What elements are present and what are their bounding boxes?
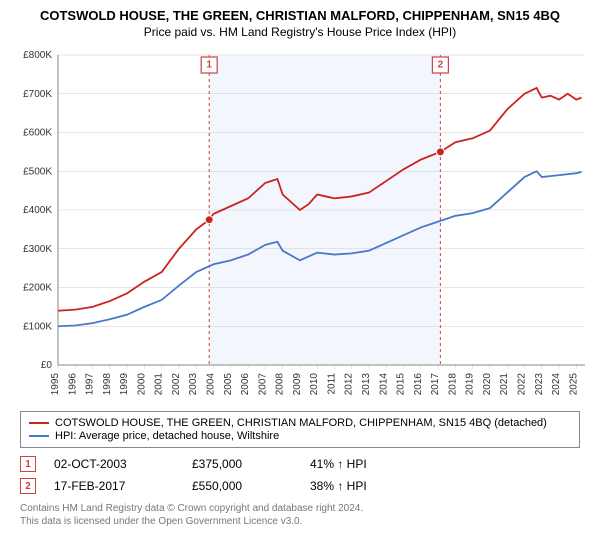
legend-item: HPI: Average price, detached house, Wilt…: [29, 430, 571, 442]
x-tick-label: 2019: [465, 373, 476, 396]
y-tick-label: £600K: [23, 128, 52, 139]
x-tick-label: 2011: [326, 373, 337, 395]
x-tick-label: 2001: [154, 373, 165, 396]
sale-point: [436, 148, 444, 156]
x-tick-label: 2000: [136, 373, 147, 396]
x-tick-label: 1996: [67, 373, 78, 396]
x-tick-label: 1999: [119, 373, 130, 396]
annotation-date: 17-FEB-2017: [54, 479, 174, 493]
legend-swatch: [29, 435, 49, 437]
x-tick-label: 2006: [240, 373, 251, 396]
sale-point: [205, 216, 213, 224]
x-tick-label: 1995: [50, 373, 61, 396]
annotation-delta: 38% ↑ HPI: [310, 479, 410, 493]
x-tick-label: 2014: [378, 373, 389, 396]
x-tick-label: 2003: [188, 373, 199, 396]
chart-subtitle: Price paid vs. HM Land Registry's House …: [10, 25, 590, 39]
annotation-row: 2 17-FEB-2017 £550,000 38% ↑ HPI: [20, 478, 580, 494]
annotation-marker: 1: [20, 456, 36, 472]
y-tick-label: £500K: [23, 166, 52, 177]
y-tick-label: £800K: [23, 50, 52, 61]
x-tick-label: 2016: [413, 373, 424, 396]
marker-label-text: 2: [438, 60, 444, 71]
x-tick-label: 2020: [482, 373, 493, 396]
x-tick-label: 1997: [85, 373, 96, 396]
annotation-price: £375,000: [192, 457, 292, 471]
x-tick-label: 2007: [257, 373, 268, 396]
x-tick-label: 2009: [292, 373, 303, 396]
y-tick-label: £400K: [23, 205, 52, 216]
x-tick-label: 2017: [430, 373, 441, 396]
x-tick-label: 2008: [275, 373, 286, 396]
legend: COTSWOLD HOUSE, THE GREEN, CHRISTIAN MAL…: [20, 411, 580, 448]
y-tick-label: £100K: [23, 321, 52, 332]
x-tick-label: 2023: [534, 373, 545, 396]
footer-line-1: Contains HM Land Registry data © Crown c…: [20, 502, 590, 515]
legend-label: COTSWOLD HOUSE, THE GREEN, CHRISTIAN MAL…: [55, 417, 547, 429]
x-tick-label: 1998: [102, 373, 113, 396]
x-tick-label: 2012: [344, 373, 355, 396]
legend-label: HPI: Average price, detached house, Wilt…: [55, 430, 279, 442]
y-tick-label: £200K: [23, 283, 52, 294]
chart-title: COTSWOLD HOUSE, THE GREEN, CHRISTIAN MAL…: [10, 8, 590, 23]
x-tick-label: 2022: [517, 373, 528, 396]
x-tick-label: 2025: [568, 373, 579, 396]
x-tick-label: 2002: [171, 373, 182, 396]
y-tick-label: £700K: [23, 89, 52, 100]
footer-line-2: This data is licensed under the Open Gov…: [20, 515, 590, 528]
x-tick-label: 2010: [309, 373, 320, 396]
annotation-marker: 2: [20, 478, 36, 494]
annotation-date: 02-OCT-2003: [54, 457, 174, 471]
legend-swatch: [29, 422, 49, 424]
y-tick-label: £0: [41, 360, 53, 371]
x-tick-label: 2004: [206, 373, 217, 396]
chart-area: £0 £100K £200K £300K £400K £500K £600K £700K £80…: [10, 45, 590, 405]
x-tick-label: 2005: [223, 373, 234, 396]
annotation-price: £550,000: [192, 479, 292, 493]
x-tick-label: 2021: [499, 373, 510, 396]
footer: Contains HM Land Registry data © Crown c…: [20, 502, 590, 528]
x-tick-label: 2018: [447, 373, 458, 396]
x-tick-label: 2013: [361, 373, 372, 396]
annotation-row: 1 02-OCT-2003 £375,000 41% ↑ HPI: [20, 456, 580, 472]
annotation-delta: 41% ↑ HPI: [310, 457, 410, 471]
y-tick-label: £300K: [23, 244, 52, 255]
x-tick-label: 2015: [396, 373, 407, 396]
annotation-table: 1 02-OCT-2003 £375,000 41% ↑ HPI 2 17-FEB-201…: [20, 456, 580, 494]
x-tick-label: 2024: [551, 373, 562, 396]
marker-label-text: 1: [206, 60, 212, 71]
chart-svg: £0 £100K £200K £300K £400K £500K £600K £700K £80…: [10, 45, 590, 405]
legend-item: COTSWOLD HOUSE, THE GREEN, CHRISTIAN MAL…: [29, 417, 571, 429]
